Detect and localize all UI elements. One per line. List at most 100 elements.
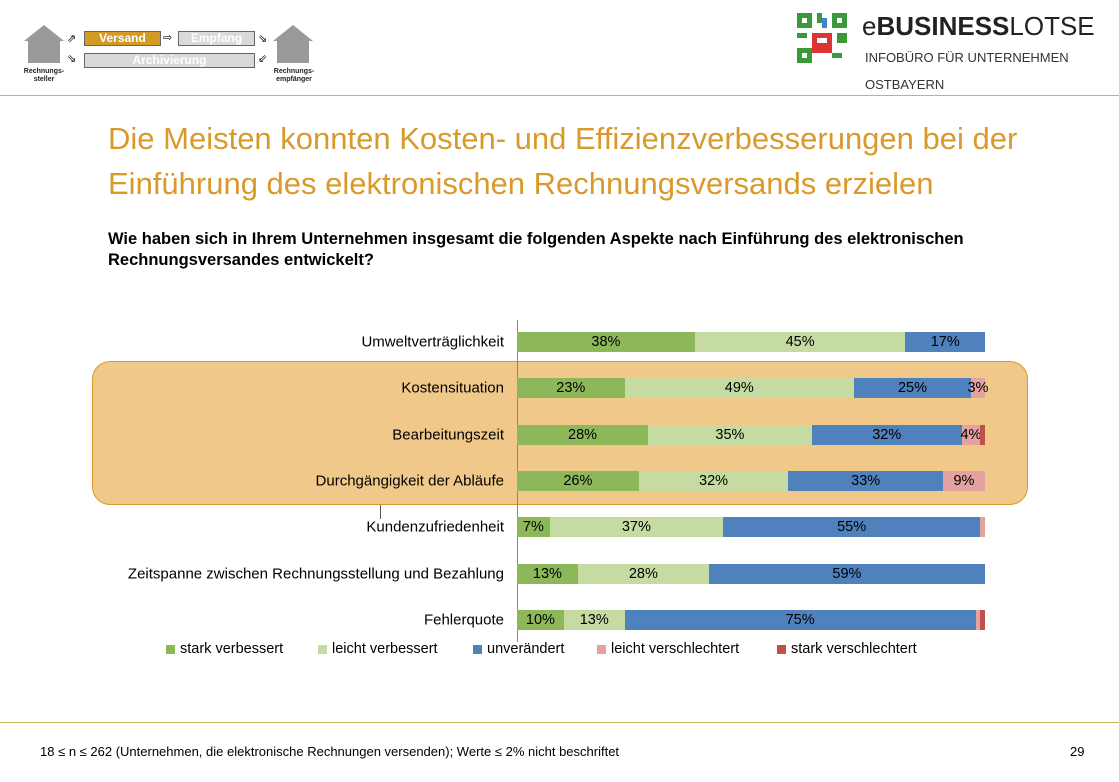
data-label: 32% — [699, 472, 729, 489]
bar-segment — [980, 609, 985, 630]
legend-label: stark verschlechtert — [791, 641, 917, 657]
legend-swatch — [318, 644, 327, 654]
legend-label: leicht verschlechtert — [611, 641, 740, 657]
data-label: 9% — [953, 472, 975, 489]
category-label: Umweltverträglichkeit — [361, 333, 504, 351]
bar-segment — [624, 609, 976, 630]
bar-segment — [722, 517, 981, 538]
legend-item: stark verschlechtert — [777, 641, 917, 657]
data-label: 26% — [563, 472, 593, 489]
data-label: 35% — [715, 426, 745, 443]
legend-item: leicht verbessert — [318, 641, 438, 657]
sender-label: Rechnungs- steller — [23, 68, 65, 83]
legend-swatch — [473, 644, 482, 654]
arrow-down-right-icon: ⇘ — [67, 53, 77, 65]
legend-item: stark verbessert — [166, 641, 283, 657]
brand-line1: INFOBÜRO FÜR UNTERNEHMEN — [865, 50, 1069, 65]
bar-segment — [694, 332, 906, 352]
data-label: 49% — [724, 380, 754, 397]
data-label: 33% — [851, 472, 881, 489]
bar-segment — [638, 470, 789, 491]
legend-label: stark verbessert — [180, 641, 284, 657]
legend-swatch — [166, 644, 175, 654]
arrow-right-icon: ⇨ — [163, 32, 173, 44]
highlight-connector — [380, 505, 381, 519]
arrow-down-left-icon: ⇙ — [258, 53, 268, 65]
brand-e: e — [862, 11, 877, 41]
brand-lotse: LOTSE — [1009, 11, 1095, 41]
data-label: 28% — [628, 565, 658, 582]
bar-segment — [517, 517, 550, 538]
brand-business: BUSINESS — [876, 11, 1010, 41]
data-label: 23% — [556, 380, 586, 397]
data-label: 4% — [960, 426, 982, 443]
bar-segment — [577, 563, 709, 584]
receiver-label: Rechnungs- empfänger — [273, 68, 315, 83]
data-label: 25% — [897, 380, 927, 397]
footer-note: 18 ≤ n ≤ 262 (Unternehmen, die elektroni… — [40, 744, 620, 759]
legend-item: leicht verschlechtert — [597, 641, 739, 657]
bar-segment — [517, 424, 649, 445]
arrow-up-right-icon: ⇗ — [67, 33, 77, 45]
legend-label: leicht verbessert — [332, 641, 438, 657]
bar-segment — [563, 609, 625, 630]
category-label: Fehlerquote — [423, 611, 504, 629]
legend-swatch — [597, 644, 606, 654]
data-label: 75% — [785, 611, 815, 628]
bar-segment — [517, 378, 625, 399]
page-title: Die Meisten konnten Kosten- und Effizien… — [108, 121, 1018, 201]
legend-swatch — [777, 644, 786, 654]
data-label: 13% — [532, 565, 562, 582]
receiver-house-icon — [273, 25, 313, 63]
bar-segment — [708, 563, 985, 584]
data-label: 37% — [621, 519, 651, 536]
category-label: Durchgängigkeit der Abläufe — [315, 472, 504, 490]
qr-code-icon — [797, 13, 847, 63]
bar-segment — [517, 609, 564, 630]
bar-segment — [517, 563, 578, 584]
bar-segment — [942, 470, 985, 491]
bar-segment — [624, 378, 854, 399]
arrow-down-right-icon: ⇘ — [258, 33, 268, 45]
bar-segment — [975, 609, 981, 630]
archivierung-box: Archivierung — [84, 53, 255, 68]
data-label: 59% — [832, 565, 862, 582]
category-label: Kundenzufriedenheit — [366, 518, 504, 536]
empfang-box: Empfang — [178, 31, 255, 46]
versand-box: Versand — [84, 31, 161, 46]
bar-segment — [970, 378, 985, 399]
page-number: 29 — [1070, 744, 1085, 759]
data-label: 28% — [568, 426, 598, 443]
category-label: Zeitspanne zwischen Rechnungsstellung un… — [127, 565, 504, 582]
data-label: 17% — [930, 334, 960, 350]
bar-segment — [961, 424, 981, 445]
bar-segment — [905, 332, 985, 352]
bar-segment — [980, 517, 985, 538]
data-label: 7% — [522, 519, 544, 536]
bar-segment — [648, 424, 812, 445]
bar-segment — [980, 424, 985, 445]
legend-label: unverändert — [487, 641, 565, 657]
data-label: 32% — [872, 426, 902, 443]
category-label: Kostensituation — [401, 379, 504, 397]
brand-name: eBUSINESSLOTSE — [862, 11, 1095, 42]
sender-house-icon — [24, 25, 64, 63]
data-label: 13% — [579, 611, 609, 628]
bar-segment — [853, 378, 971, 399]
bar-segment — [517, 332, 695, 352]
bar-segment — [549, 517, 723, 538]
data-label: 3% — [967, 380, 989, 397]
bar-segment — [811, 424, 962, 445]
survey-question: Wie haben sich in Ihrem Unternehmen insg… — [108, 230, 964, 269]
data-label: 10% — [525, 611, 555, 628]
data-label: 38% — [591, 334, 621, 350]
brand-line2: OSTBAYERN — [865, 77, 945, 92]
legend-item: unverändert — [473, 641, 564, 657]
header-divider — [0, 95, 1119, 96]
category-label: Bearbeitungszeit — [392, 426, 504, 444]
footer-divider — [0, 722, 1119, 723]
bar-segment — [788, 470, 943, 491]
data-label: 45% — [785, 334, 815, 350]
bar-segment — [517, 470, 639, 491]
data-label: 55% — [837, 519, 867, 536]
